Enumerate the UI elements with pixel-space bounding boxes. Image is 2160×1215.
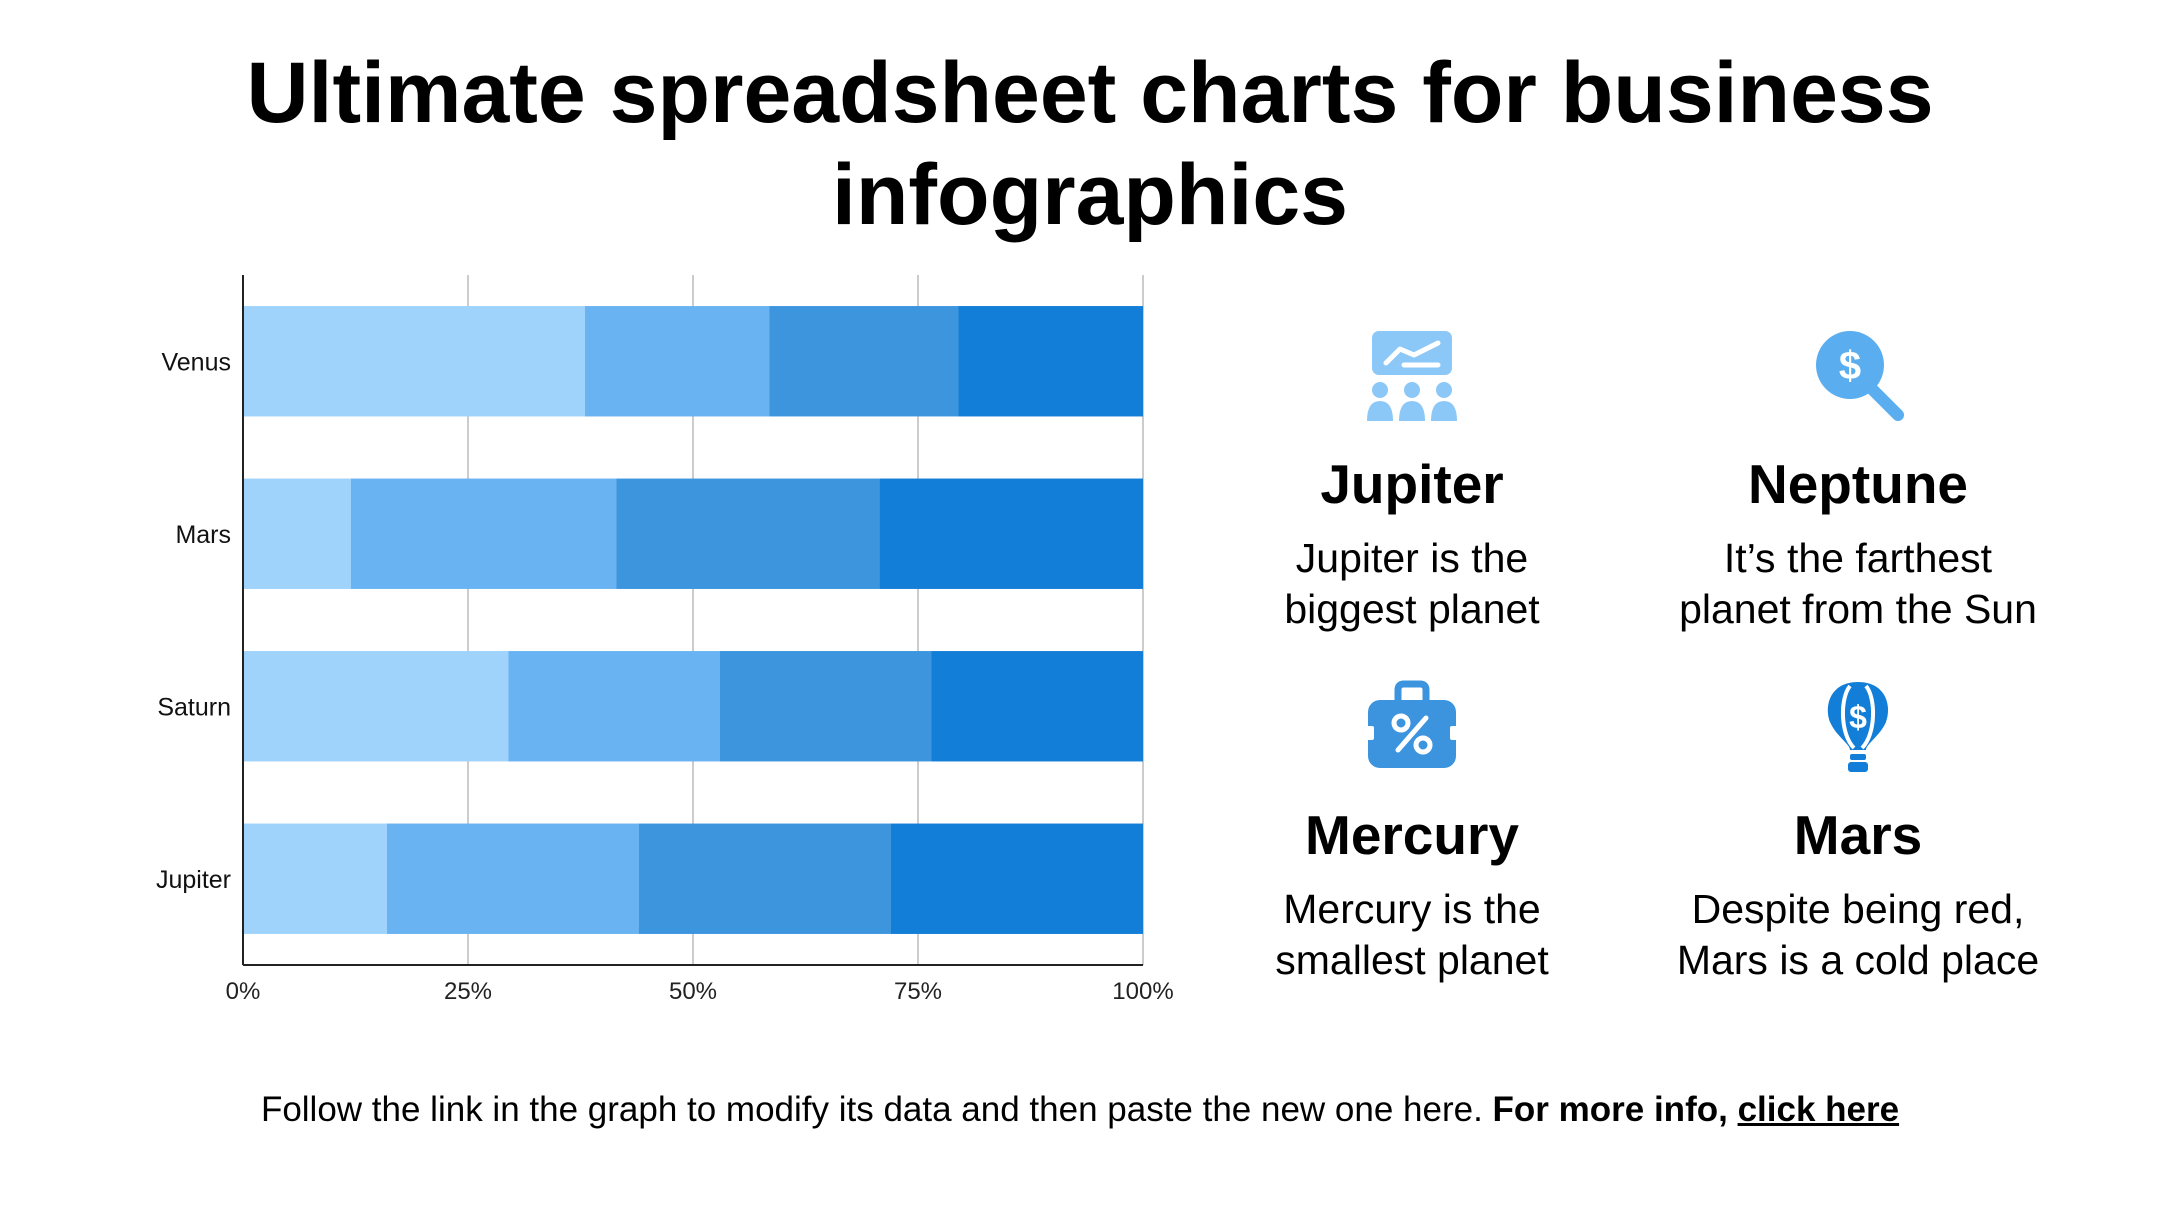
svg-text:$: $ [1849, 699, 1867, 735]
bar-segment[interactable] [958, 306, 1144, 417]
bar-segment[interactable] [879, 478, 1143, 589]
x-tick-label: 50% [669, 978, 717, 1005]
info-text-line: smallest planet [1275, 937, 1549, 983]
x-tick-label: 25% [444, 978, 492, 1005]
bar-segment[interactable] [769, 306, 959, 417]
info-text-line: Mars is a cold place [1676, 937, 2040, 983]
bar-segment[interactable] [639, 823, 891, 934]
stacked-bar-chart[interactable]: 0% 25% 50% 75% 100% Venus Mars Saturn Jupiter [120, 265, 1200, 1025]
bar-segment[interactable] [891, 823, 1143, 934]
info-tile-jupiter: Jupiter Jupiter is the biggest planet [1132, 325, 1692, 635]
presentation-audience-icon [1132, 325, 1692, 425]
footer-bold: For more info, [1492, 1090, 1728, 1129]
info-text-line: Despite being red, [1691, 886, 2025, 932]
info-text-line: planet from the Sun [1679, 586, 2037, 632]
info-text-line: biggest planet [1284, 586, 1540, 632]
discount-suitcase-icon [1132, 676, 1692, 776]
y-category-label: Saturn [157, 693, 231, 721]
click-here-link[interactable]: click here [1737, 1090, 1900, 1129]
svg-text:$: $ [1839, 344, 1861, 388]
x-tick-label: 0% [226, 978, 261, 1005]
bar-segment[interactable] [243, 306, 585, 417]
footer-note: Follow the link in the graph to modify i… [0, 1088, 2160, 1132]
info-tile-mercury: Mercury Mercury is the smallest planet [1132, 676, 1692, 986]
info-tile-mars: $ Mars Despite being red, Mars is a cold… [1578, 676, 2138, 986]
info-heading: Neptune [1748, 453, 1968, 515]
bar-segment[interactable] [243, 651, 509, 762]
y-category-label: Venus [161, 348, 231, 376]
bar-segment[interactable] [508, 651, 721, 762]
bar-segment[interactable] [243, 823, 387, 934]
bar-segment[interactable] [931, 651, 1144, 762]
info-tile-neptune: $ Neptune It’s the farthest planet from … [1578, 325, 2138, 635]
y-category-label: Mars [175, 521, 231, 549]
info-text-line: Jupiter is the [1295, 535, 1529, 581]
info-text-line: Mercury is the [1283, 886, 1541, 932]
dollar-balloon-icon: $ [1578, 676, 2138, 776]
info-heading: Mars [1793, 804, 1923, 866]
footer-text: Follow the link in the graph to modify i… [260, 1090, 1483, 1129]
y-category-label: Jupiter [156, 866, 231, 894]
info-heading: Jupiter [1320, 453, 1504, 515]
bar-segment[interactable] [616, 478, 880, 589]
bar-segment[interactable] [243, 478, 351, 589]
dollar-search-icon: $ [1578, 325, 2138, 425]
info-heading: Mercury [1305, 804, 1519, 866]
bar-segment[interactable] [585, 306, 770, 417]
page-title: Ultimate spreadsheet charts for business… [246, 45, 1934, 243]
info-text-line: It’s the farthest [1723, 535, 1993, 581]
bar-segment[interactable] [351, 478, 617, 589]
bar-segment[interactable] [720, 651, 932, 762]
x-tick-label: 100% [1112, 978, 1173, 1005]
bar-segment[interactable] [387, 823, 639, 934]
x-tick-label: 75% [894, 978, 942, 1005]
